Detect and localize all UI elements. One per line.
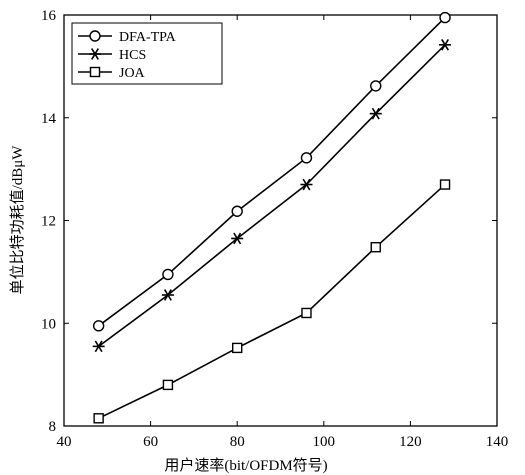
data-point xyxy=(300,178,313,191)
data-point xyxy=(439,179,451,190)
x-tick-label: 100 xyxy=(313,434,336,450)
square-marker xyxy=(93,413,104,424)
series-layer xyxy=(92,11,452,424)
data-point xyxy=(439,11,451,24)
series-joa xyxy=(93,179,451,424)
circle-marker xyxy=(89,30,101,42)
data-point xyxy=(369,107,382,120)
data-point xyxy=(370,80,382,92)
legend-item: HCS xyxy=(78,48,146,63)
data-point xyxy=(231,205,243,217)
square-marker xyxy=(370,242,381,253)
legend-item: DFA-TPA xyxy=(78,30,177,45)
data-point xyxy=(93,413,104,424)
x-tick-label: 60 xyxy=(143,434,158,450)
legend-marker xyxy=(89,30,101,42)
x-tick-label: 40 xyxy=(57,434,72,450)
series-dfa-tpa xyxy=(92,11,451,332)
series-line xyxy=(98,44,446,348)
circle-marker xyxy=(300,152,313,164)
circle-marker xyxy=(92,320,105,332)
series-line xyxy=(98,16,446,327)
data-point xyxy=(231,342,243,354)
data-point xyxy=(370,242,381,253)
asterisk-stroke xyxy=(163,289,172,301)
square-marker xyxy=(231,342,243,354)
asterisk-stroke xyxy=(91,48,99,60)
legend-label: HCS xyxy=(119,48,146,63)
data-point xyxy=(301,307,312,319)
data-point xyxy=(162,379,174,391)
circle-marker xyxy=(162,268,174,281)
x-tick-label: 120 xyxy=(399,434,422,450)
y-tick-label: 12 xyxy=(41,214,56,230)
asterisk-stroke xyxy=(371,107,380,120)
data-point xyxy=(92,340,105,353)
circle-marker xyxy=(370,80,382,92)
data-point xyxy=(161,289,174,301)
circle-marker xyxy=(231,205,243,217)
legend-items: DFA-TPA HCS JOA xyxy=(78,30,177,81)
x-axis-label: 用户速率(bit/OFDM符号) xyxy=(164,457,327,474)
asterisk-stroke xyxy=(441,38,450,51)
legend-marker xyxy=(89,66,101,78)
y-tick-label: 14 xyxy=(41,111,57,127)
asterisk-stroke xyxy=(302,178,311,191)
asterisk-stroke xyxy=(94,340,103,353)
y-tick-label: 10 xyxy=(41,316,56,332)
asterisk-stroke xyxy=(233,232,242,245)
data-point xyxy=(300,152,313,164)
axis-ticks: 40 60 80 100 120 140 8 10 12 14 16 xyxy=(41,8,508,450)
x-tick-label: 80 xyxy=(230,434,245,450)
series-hcs xyxy=(92,38,452,353)
circle-marker xyxy=(439,11,451,24)
y-tick-label: 16 xyxy=(41,8,57,24)
data-point xyxy=(231,232,244,245)
legend-marker xyxy=(89,48,101,60)
x-tick-label: 140 xyxy=(486,434,509,450)
data-point xyxy=(92,320,105,332)
legend-item: JOA xyxy=(78,66,146,81)
square-marker xyxy=(162,379,174,391)
legend-label: JOA xyxy=(119,66,146,81)
legend: DFA-TPA HCS JOA xyxy=(71,22,223,85)
series-line xyxy=(98,183,446,420)
y-tick-label: 8 xyxy=(49,419,57,435)
legend-label: DFA-TPA xyxy=(119,30,177,45)
y-axis-label: 单位比特功耗值/dBμW xyxy=(9,145,26,295)
data-point xyxy=(162,268,174,281)
square-marker xyxy=(439,179,451,190)
square-marker xyxy=(89,66,101,78)
data-point xyxy=(439,38,452,51)
square-marker xyxy=(301,307,312,319)
